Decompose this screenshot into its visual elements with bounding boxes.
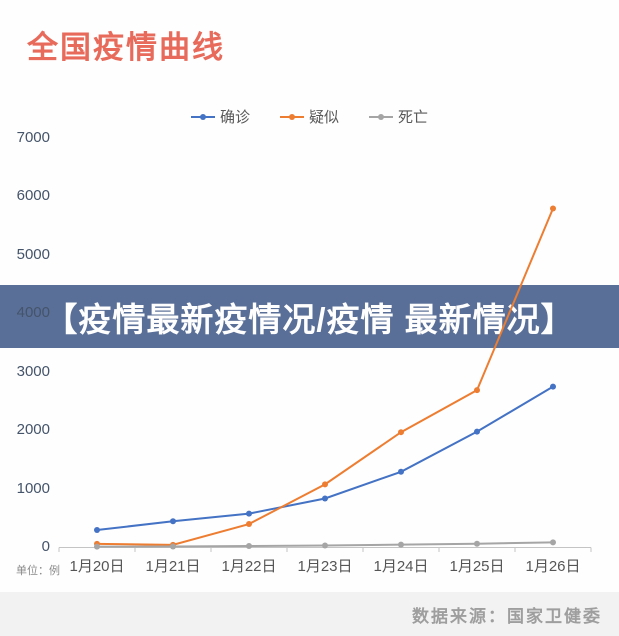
series-line xyxy=(96,208,554,546)
data-point-marker xyxy=(246,521,252,528)
data-point-marker xyxy=(322,481,328,488)
data-point-marker xyxy=(474,428,480,435)
data-point-marker xyxy=(322,495,328,502)
data-point-marker xyxy=(170,518,176,525)
data-point-marker xyxy=(94,540,100,547)
data-point-marker xyxy=(322,542,328,549)
data-point-marker xyxy=(398,468,404,475)
data-point-marker xyxy=(550,539,556,546)
unit-label: 单位：例 xyxy=(16,565,60,577)
y-tick-label: 2000 xyxy=(16,421,50,439)
overlay-banner: 【疫情最新疫情况/疫情 最新情况】 xyxy=(0,285,619,348)
legend-label: 疑似 xyxy=(308,109,339,126)
y-tick-label: 0 xyxy=(41,538,50,555)
data-point-marker xyxy=(398,429,404,436)
chart-legend: 确诊 疑似 死亡 xyxy=(0,106,619,127)
overlay-banner-text: 【疫情最新疫情况/疫情 最新情况】 xyxy=(44,300,575,338)
x-tick-label: 1月26日 xyxy=(525,558,581,575)
data-point-marker xyxy=(170,543,176,550)
legend-label: 确诊 xyxy=(219,109,250,126)
x-tick-label: 1月24日 xyxy=(373,558,429,575)
series-line xyxy=(96,385,554,531)
data-point-marker xyxy=(246,510,252,517)
x-tick-label: 1月23日 xyxy=(297,558,353,575)
y-tick-label: 7000 xyxy=(16,129,50,146)
data-point-marker xyxy=(94,526,100,533)
data-point-marker xyxy=(170,541,176,548)
data-point-marker xyxy=(550,383,556,390)
x-tick-label: 1月25日 xyxy=(449,558,505,575)
legend-item: 确诊 xyxy=(190,106,250,127)
data-point-marker xyxy=(474,387,480,394)
legend-item: 疑似 xyxy=(279,106,339,127)
data-point-marker xyxy=(474,540,480,547)
x-tick-label: 1月22日 xyxy=(221,558,277,575)
data-source-label: 数据来源：国家卫健委 xyxy=(412,606,602,626)
data-point-marker xyxy=(246,543,252,550)
data-point-marker xyxy=(398,541,404,548)
y-tick-label: 4000 xyxy=(16,304,50,322)
legend-label: 死亡 xyxy=(398,109,429,126)
y-tick-label: 6000 xyxy=(16,187,50,205)
legend-line-marker-icon xyxy=(279,113,304,120)
x-tick-label: 1月21日 xyxy=(145,558,201,575)
data-point-marker xyxy=(550,205,556,212)
legend-item: 死亡 xyxy=(369,106,428,127)
x-tick-label: 1月20日 xyxy=(69,558,125,575)
legend-line-marker-icon xyxy=(369,113,393,120)
y-tick-label: 1000 xyxy=(16,479,50,497)
footer-bar: 数据来源：国家卫健委 xyxy=(0,592,619,636)
data-point-marker xyxy=(94,543,100,550)
series-line xyxy=(96,541,554,548)
y-tick-label: 3000 xyxy=(16,362,50,380)
page-title: 全国疫情曲线 xyxy=(27,30,225,65)
legend-line-marker-icon xyxy=(190,113,215,120)
y-tick-label: 5000 xyxy=(16,245,50,263)
